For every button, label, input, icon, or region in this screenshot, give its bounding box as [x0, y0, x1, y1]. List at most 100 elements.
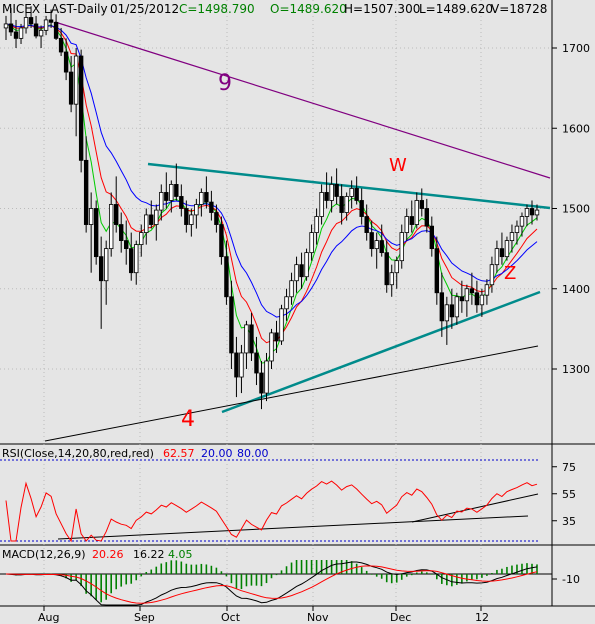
candle-down [8, 23, 14, 33]
candle-up [484, 284, 490, 296]
y-tick-label: 1600 [562, 122, 590, 135]
candle-down [359, 200, 364, 217]
candle-down [334, 184, 339, 197]
candle-down [33, 23, 39, 37]
high-label: H=1507.300 [344, 2, 420, 16]
candle-up [319, 192, 324, 217]
close-label: C=1498.790 [179, 2, 255, 16]
candle-down [354, 188, 359, 201]
candle-down [224, 256, 229, 298]
candle-up [43, 19, 49, 31]
macd-value: 20.26 [92, 548, 124, 561]
candle-up [154, 209, 159, 225]
candle-up [264, 360, 269, 394]
candle-up [479, 294, 485, 306]
macd-y-axis: -10 [552, 573, 580, 586]
macd-histogram [10, 560, 538, 603]
rsi-value: 62.57 [163, 447, 195, 460]
candle-down [249, 324, 254, 354]
symbol-label: MICEX LAST-Daily [2, 2, 108, 16]
candle-down [379, 240, 384, 254]
wave-label-4: 4 [181, 407, 195, 432]
low-label: L=1489.620 [419, 2, 493, 16]
candle-down [469, 288, 475, 294]
candle-down [429, 225, 435, 250]
candle-up [374, 240, 379, 250]
candle-up [464, 288, 470, 302]
candle-down [174, 184, 179, 197]
x-tick-label: Nov [307, 611, 329, 624]
candle-down [259, 372, 264, 394]
trendline-upper-triangle [147, 162, 551, 210]
rsi-lower-level: 20.00 [201, 447, 233, 460]
candle-up [239, 352, 244, 378]
candle-down [83, 159, 89, 225]
candle-up [524, 208, 530, 217]
candle-down [48, 19, 54, 23]
candle-down [254, 352, 259, 374]
rsi-trendline-lower [57, 515, 529, 540]
candle-down [419, 200, 424, 209]
date-label: 01/25/2012 [110, 2, 179, 16]
candle-up [399, 232, 404, 262]
price-y-axis: 1300 1400 1500 1600 1700 [552, 42, 590, 376]
macd-title: MACD(12,26,9) [2, 548, 86, 561]
candle-up [509, 232, 515, 241]
candle-down [274, 332, 279, 342]
candle-up [394, 260, 399, 274]
candle-down [124, 240, 129, 250]
candle-up [329, 184, 334, 201]
candle-up [169, 184, 174, 201]
wave-label-w: W [389, 155, 407, 176]
candle-up [414, 200, 419, 225]
rsi-trendline-upper [411, 493, 539, 523]
candle-down [364, 216, 369, 233]
candle-down [409, 216, 414, 225]
price-candles [3, 6, 540, 410]
candle-down [499, 248, 505, 258]
candle-down [58, 37, 64, 53]
candle-down [209, 201, 214, 213]
candle-down [229, 296, 234, 354]
candle-up [244, 324, 249, 354]
candle-down [93, 208, 99, 258]
rsi-title: RSI(Close,14,20,80,red,red) [2, 447, 154, 460]
macd-y-tick-label: -10 [562, 573, 580, 586]
candle-up [454, 296, 460, 318]
candle-down [529, 208, 535, 216]
wave-label-z: Z [504, 263, 516, 284]
candle-up [139, 232, 144, 246]
candle-down [164, 192, 169, 201]
ma-slow-line [5, 23, 538, 318]
candle-up [504, 240, 510, 258]
candle-up [159, 192, 164, 211]
candle-up [88, 208, 94, 225]
y-tick-label: 1500 [562, 203, 590, 216]
candle-down [53, 21, 59, 39]
candle-down [179, 196, 184, 209]
candle-up [23, 17, 29, 29]
macd-line [5, 561, 538, 606]
candle-up [404, 216, 409, 233]
candle-down [204, 192, 209, 203]
candle-down [299, 264, 304, 278]
candle-up [349, 188, 354, 197]
candle-up [304, 252, 309, 278]
rsi-y-tick-label: 35 [562, 515, 576, 528]
price-grid [0, 0, 552, 606]
trendlines [44, 21, 551, 442]
candle-down [369, 232, 374, 250]
candle-up [294, 264, 299, 282]
y-tick-label: 1700 [562, 42, 590, 55]
macd-panel: MACD(12,26,9) 20.26 16.22 4.05 -10 [0, 548, 580, 606]
wave-label-9: 9 [218, 71, 232, 96]
candle-down [214, 212, 219, 225]
rsi-y-axis: 35 55 75 [552, 461, 576, 528]
candle-down [68, 71, 74, 105]
trendline-9 [54, 21, 551, 179]
macd-signal-line [5, 565, 538, 604]
candle-up [309, 232, 314, 254]
candle-up [289, 280, 294, 298]
rsi-line [5, 480, 538, 543]
